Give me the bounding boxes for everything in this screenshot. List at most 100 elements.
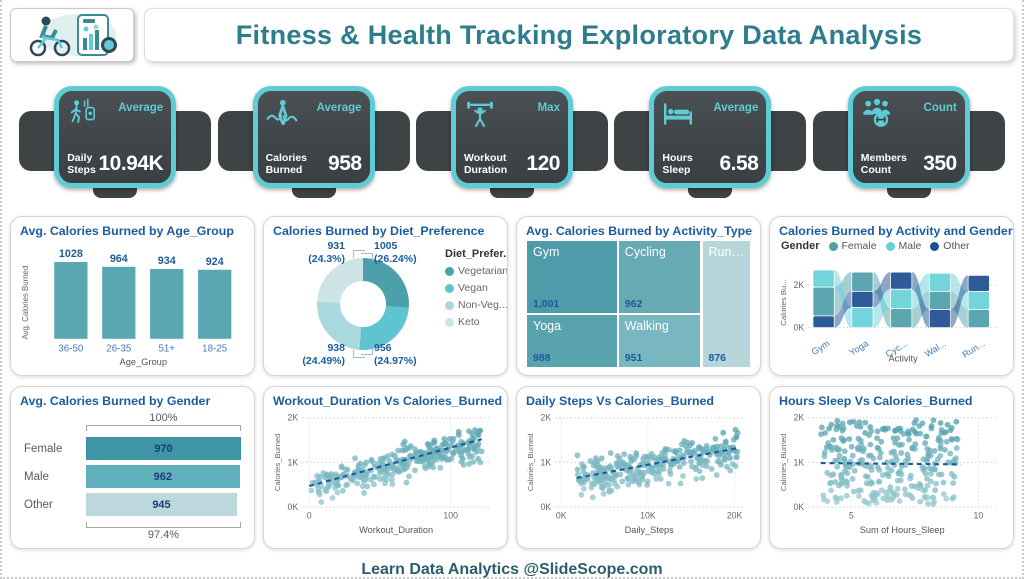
trend-line xyxy=(820,461,961,466)
ribbon-segment-other[interactable] xyxy=(890,271,913,290)
svg-text:2K: 2K xyxy=(288,413,299,423)
treemap-cell-walking[interactable]: Walking 951 xyxy=(617,313,702,368)
bar-18-25[interactable] xyxy=(198,269,232,339)
kpi-card-hours-sleep[interactable]: Average Hours Sleep 6.58 xyxy=(614,86,807,200)
treemap-label: Walking xyxy=(624,318,669,333)
legend-item-keto[interactable]: Keto xyxy=(445,316,507,328)
panel-treemap-activity: Avg. Calories Burned by Activity_Type Gy… xyxy=(516,216,761,376)
kpi-label: Hours Sleep xyxy=(662,151,693,176)
treemap-cell-yoga[interactable]: Yoga 988 xyxy=(526,313,618,368)
ribbon-segment-female[interactable] xyxy=(812,286,835,317)
treemap-activity-type[interactable]: Gym 1,001 Cycling 962 Runn... 876 Yoga 9… xyxy=(526,240,751,368)
svg-text:0K: 0K xyxy=(794,323,805,333)
kpi-card-daily-steps[interactable]: Average Daily Steps 10.94K xyxy=(19,86,212,200)
ribbon-segment-male[interactable] xyxy=(967,290,990,310)
funnel-row-female[interactable]: Female 970 xyxy=(24,437,241,460)
ribbon-flow-female xyxy=(911,291,930,328)
ribbon-chart-activity-gender[interactable]: Gender Female Male Other 2K 0K Calories Bu... G… xyxy=(779,240,1004,370)
battle-ropes-icon xyxy=(266,98,298,130)
svg-text:1K: 1K xyxy=(541,457,552,467)
scatter-hours-sleep[interactable]: 0K 1K 2K 5 10 Calories_Burned Sum of Hours_Sle… xyxy=(779,410,1004,541)
svg-text:20K: 20K xyxy=(727,511,743,521)
ribbon-flow-other xyxy=(834,291,852,328)
treemap-cell-runn[interactable]: Runn... 876 xyxy=(701,240,751,368)
legend-dot-icon xyxy=(930,241,940,251)
ribbon-segment-other[interactable] xyxy=(967,274,990,292)
ribbon-segment-other[interactable] xyxy=(851,290,874,308)
funnel-value: 962 xyxy=(153,470,173,483)
ribbon-segment-other[interactable] xyxy=(812,315,835,329)
kpi-watch-face: Average Calories Burned 958 xyxy=(252,86,375,188)
legend-item-nonveg[interactable]: Non-Veg... xyxy=(445,299,507,311)
legend-dot-icon xyxy=(445,283,454,293)
svg-text:2K: 2K xyxy=(541,413,552,423)
kpi-watch-face: Count Members Count 350 xyxy=(847,86,970,188)
ribbon-segment-female[interactable] xyxy=(890,308,913,329)
scatter-points[interactable] xyxy=(818,417,961,508)
walking-person-icon xyxy=(67,98,99,130)
funnel-value: 970 xyxy=(154,442,173,455)
ribbon-flow-other xyxy=(911,272,930,328)
funnel-category-label: Female xyxy=(24,442,63,455)
kpi-card-workout-duration[interactable]: Max Workout Duration 120 xyxy=(415,86,608,200)
kpi-label: Daily Steps xyxy=(67,151,96,176)
x-tick-label: Gym xyxy=(810,338,832,357)
kpi-value: 6.58 xyxy=(719,151,759,175)
funnel-bar[interactable]: 970 xyxy=(86,437,241,460)
scatter-daily-steps[interactable]: 0K 1K 2K 0K 10K 20K Calories_Burned Daily_Steps xyxy=(526,410,751,541)
ribbon-segment-female[interactable] xyxy=(967,309,990,329)
svg-text:10K: 10K xyxy=(640,511,656,521)
logo xyxy=(10,8,134,62)
kpi-card-calories-burned[interactable]: Average Calories Burned 958 xyxy=(217,86,410,200)
kpi-card-members-count[interactable]: Count Members Count 350 xyxy=(812,86,1005,200)
ribbon-segment-male[interactable] xyxy=(928,272,952,292)
watch-strap-bottom xyxy=(886,185,931,198)
x-tick-label: Wal... xyxy=(923,338,948,359)
bar-chart-age-group[interactable]: Avg. Calories Burned 1028 36-50 964 26-35 934… xyxy=(20,240,245,374)
kpi-watch-face: Average Daily Steps 10.94K xyxy=(54,86,177,188)
ribbon-segment-male[interactable] xyxy=(890,288,913,309)
donut-ring[interactable] xyxy=(317,258,409,350)
scatter-points[interactable] xyxy=(308,427,485,506)
legend-item-vegetarian[interactable]: Vegetarian xyxy=(445,265,507,277)
scatter-workout-duration[interactable]: 0K 1K 2K 0 100 Calories_Burned Workout_Duratio… xyxy=(273,410,498,541)
x-tick-label: 26-35 xyxy=(106,344,132,355)
funnel-bar[interactable]: 945 xyxy=(86,493,237,516)
donut-legend: Diet_Prefer... Vegetarian Vegan Non-Veg... K… xyxy=(445,248,507,333)
ribbon-segment-male[interactable] xyxy=(812,269,835,288)
panel-donut-diet: Calories Burned by Diet_Preference 1005(… xyxy=(263,216,508,376)
kpi-aggregation-label: Average xyxy=(316,102,362,114)
legend-item-male[interactable]: Male xyxy=(885,240,921,252)
svg-text:1K: 1K xyxy=(288,457,299,467)
ribbon-segment-female[interactable] xyxy=(851,271,874,292)
ribbon-segment-female[interactable] xyxy=(928,290,952,310)
funnel-chart-gender[interactable]: 100% Female 970 Male 962 Other 945 97.4% xyxy=(20,410,245,541)
kpi-label: Workout Duration xyxy=(463,151,508,176)
legend-item-vegan[interactable]: Vegan xyxy=(445,282,507,294)
funnel-bottom-bracket xyxy=(86,522,241,528)
bar-36-50[interactable] xyxy=(54,262,88,339)
svg-text:Calories_Burned: Calories_Burned xyxy=(779,433,788,491)
fitness-illustration-icon xyxy=(29,14,117,57)
svg-text:5: 5 xyxy=(849,511,854,521)
ribbon-segment-male[interactable] xyxy=(851,306,874,329)
funnel-row-other[interactable]: Other 945 xyxy=(24,493,241,516)
legend-item-other[interactable]: Other xyxy=(930,240,970,252)
svg-text:2K: 2K xyxy=(794,413,805,423)
donut-chart-diet[interactable]: 1005 (26.24%) 956 (24.97%) 938 (24.49%) 931 (24… xyxy=(273,240,507,368)
chart-title: Avg. Calories Burned by Age_Group xyxy=(20,224,234,238)
ribbon-segment-other[interactable] xyxy=(928,309,952,329)
funnel-bar[interactable]: 962 xyxy=(86,465,240,488)
legend-item-female[interactable]: Female xyxy=(828,240,877,252)
funnel-row-male[interactable]: Male 962 xyxy=(24,465,241,488)
bar-data-label: 1028 xyxy=(59,248,83,260)
bar-26-35[interactable] xyxy=(102,266,136,339)
watch-strap-bottom xyxy=(489,185,534,198)
treemap-cell-cycling[interactable]: Cycling 962 xyxy=(617,240,702,314)
footer: Learn Data Analytics @SlideScope.com xyxy=(2,561,1022,579)
kpi-row: Average Daily Steps 10.94K Average Calor… xyxy=(2,86,1022,200)
bar-51+[interactable] xyxy=(150,269,184,339)
treemap-cell-gym[interactable]: Gym 1,001 xyxy=(526,240,618,314)
x-tick-label: Run... xyxy=(961,338,987,359)
panel-bar-age-group: Avg. Calories Burned by Age_Group Avg. C… xyxy=(10,216,255,376)
